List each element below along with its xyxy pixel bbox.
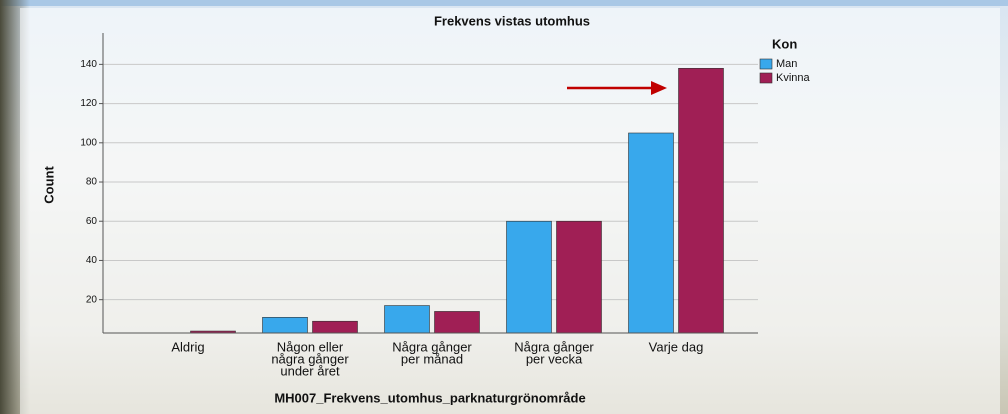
bar — [507, 221, 552, 333]
chart-title: Frekvens vistas utomhus — [434, 13, 590, 28]
y-tick-label: 80 — [86, 177, 98, 188]
x-tick-label: Aldrig — [171, 339, 204, 354]
y-tick-label: 20 — [86, 294, 98, 305]
legend-label: Kvinna — [776, 72, 811, 84]
bar — [263, 317, 308, 333]
y-tick-label: 120 — [80, 98, 97, 109]
y-tick-label: 140 — [80, 59, 97, 70]
y-tick-label: 100 — [80, 137, 97, 148]
x-tick-label: per månad — [401, 351, 463, 366]
x-tick-label: per vecka — [526, 351, 583, 366]
chart: Frekvens vistas utomhus Count MH007_Frek… — [0, 0, 1008, 414]
bar — [557, 221, 602, 333]
bar — [679, 68, 724, 333]
legend-swatch — [760, 59, 772, 69]
page: {"chart_data": {"type": "bar", "title": … — [0, 0, 1008, 414]
legend-title: Kon — [772, 36, 797, 51]
bar — [313, 321, 358, 333]
x-axis-title: MH007_Frekvens_utomhus_parknaturgrönområ… — [274, 390, 585, 405]
bar — [435, 311, 480, 333]
legend-label: Man — [776, 58, 797, 70]
y-tick-label: 40 — [86, 255, 98, 266]
top-frame — [0, 0, 1008, 6]
legend-swatch — [760, 73, 772, 83]
y-axis-title: Count — [41, 166, 56, 204]
chart-panel — [20, 8, 1000, 414]
x-tick-label: Varje dag — [649, 339, 704, 354]
x-tick-label: under året — [280, 363, 340, 378]
bar — [385, 306, 430, 333]
bar — [629, 133, 674, 333]
y-tick-label: 60 — [86, 216, 98, 227]
